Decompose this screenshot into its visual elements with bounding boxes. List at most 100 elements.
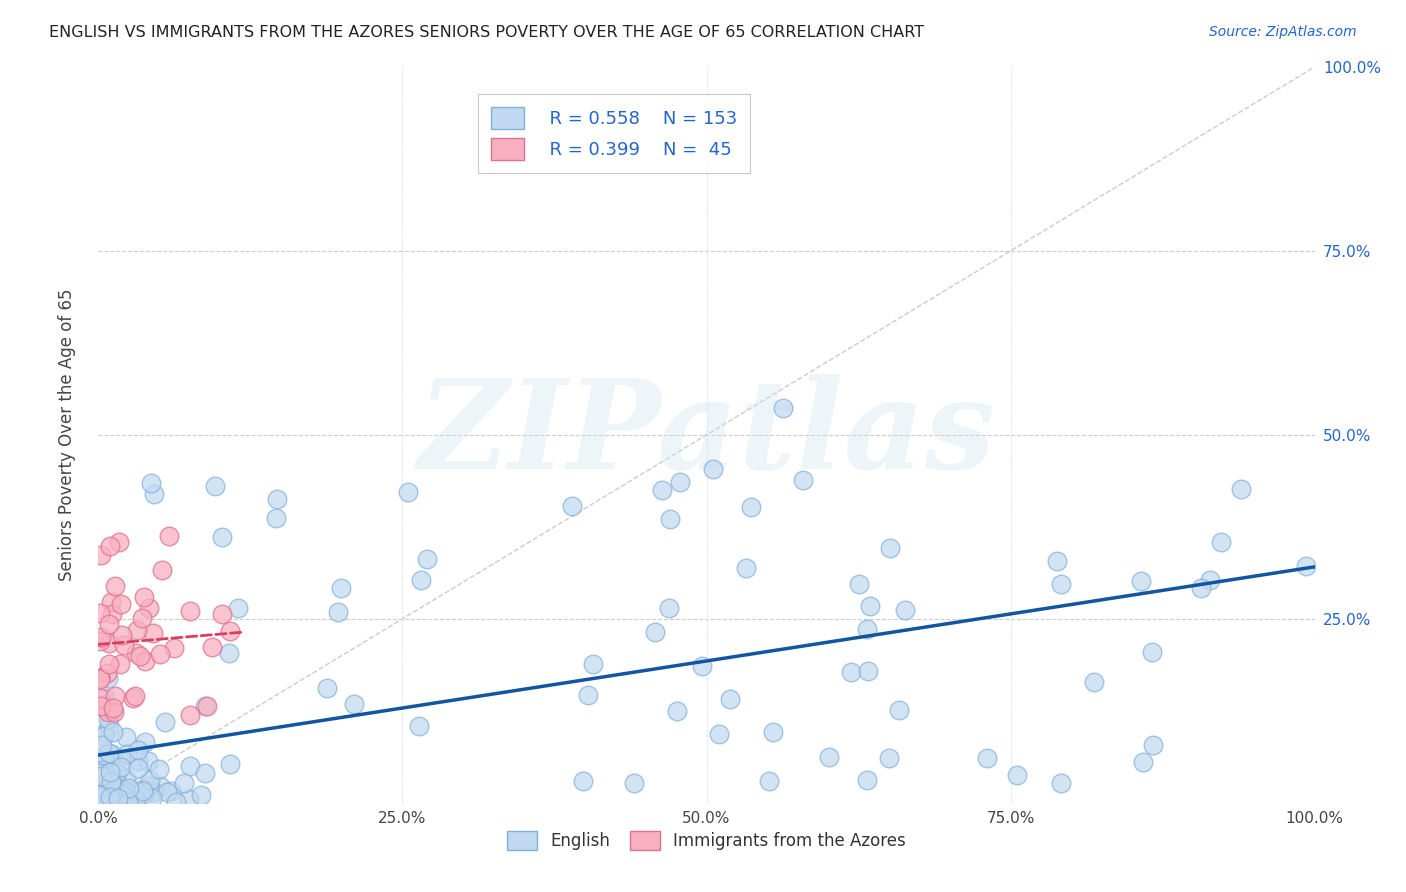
- Point: [97, 717, 120, 731]
- Point: [112, 638, 135, 652]
- Point: [100, 774, 122, 789]
- Point: [153, 714, 176, 729]
- Point: [148, 763, 170, 777]
- Point: [893, 603, 915, 617]
- Point: [1050, 776, 1073, 790]
- Point: [89, 672, 111, 686]
- Point: [772, 401, 794, 415]
- Point: [122, 795, 145, 809]
- Point: [134, 654, 156, 668]
- Point: [98, 774, 121, 789]
- Point: [887, 703, 910, 717]
- Point: [89, 784, 111, 798]
- Point: [177, 792, 200, 806]
- Point: [132, 591, 155, 605]
- Point: [623, 776, 645, 790]
- Point: [157, 529, 180, 543]
- Point: [211, 607, 233, 621]
- Point: [194, 699, 217, 714]
- Point: [408, 719, 430, 733]
- Point: [90, 738, 112, 752]
- Point: [204, 479, 226, 493]
- Point: [93, 729, 115, 743]
- Point: [101, 795, 124, 809]
- Point: [110, 657, 132, 672]
- Point: [98, 636, 121, 650]
- Point: [735, 561, 758, 575]
- Point: [1083, 674, 1105, 689]
- Point: [98, 539, 121, 553]
- Point: [817, 750, 839, 764]
- Point: [96, 712, 118, 726]
- Point: [93, 725, 115, 739]
- Point: [89, 766, 111, 780]
- Point: [879, 751, 901, 765]
- Point: [90, 548, 112, 562]
- Point: [702, 461, 724, 475]
- Point: [108, 534, 131, 549]
- Point: [97, 617, 120, 632]
- Point: [127, 623, 149, 637]
- Point: [98, 765, 121, 780]
- Point: [89, 772, 111, 787]
- Point: [576, 688, 599, 702]
- Point: [91, 763, 114, 777]
- Point: [194, 766, 217, 780]
- Point: [139, 476, 162, 491]
- Point: [100, 790, 122, 805]
- Point: [101, 700, 124, 714]
- Point: [125, 792, 148, 806]
- Point: [93, 690, 115, 705]
- Point: [115, 795, 138, 809]
- Point: [90, 788, 112, 802]
- Point: [115, 786, 138, 800]
- Point: [762, 725, 785, 739]
- Point: [651, 483, 673, 498]
- Point: [89, 671, 111, 685]
- Point: [91, 780, 114, 794]
- Point: [93, 776, 115, 790]
- Point: [104, 788, 127, 802]
- Y-axis label: Seniors Poverty Over the Age of 65: Seniors Poverty Over the Age of 65: [58, 289, 76, 581]
- Point: [132, 787, 155, 801]
- Point: [409, 573, 432, 587]
- Point: [89, 691, 111, 706]
- Point: [396, 484, 419, 499]
- Text: Source: ZipAtlas.com: Source: ZipAtlas.com: [1209, 25, 1357, 39]
- Point: [89, 792, 111, 806]
- Point: [179, 707, 201, 722]
- Point: [127, 754, 149, 768]
- Point: [90, 789, 112, 804]
- Point: [142, 626, 165, 640]
- Point: [94, 747, 117, 762]
- Point: [758, 773, 780, 788]
- Point: [582, 657, 605, 671]
- Point: [98, 780, 121, 795]
- Point: [105, 774, 128, 789]
- Point: [110, 755, 132, 769]
- Point: [218, 624, 240, 638]
- Point: [101, 607, 124, 622]
- Point: [139, 773, 162, 788]
- Point: [330, 582, 353, 596]
- Point: [138, 601, 160, 615]
- Point: [89, 606, 111, 620]
- Point: [659, 512, 682, 526]
- Point: [707, 727, 730, 741]
- Point: [740, 500, 762, 514]
- Point: [266, 491, 288, 506]
- Text: ZIPatlas: ZIPatlas: [418, 374, 995, 496]
- Point: [107, 791, 129, 805]
- Point: [148, 780, 170, 794]
- Point: [101, 776, 124, 790]
- Point: [124, 689, 146, 703]
- Point: [125, 793, 148, 807]
- Point: [120, 784, 142, 798]
- Point: [839, 665, 862, 679]
- Point: [98, 746, 121, 760]
- Point: [108, 789, 131, 803]
- Point: [118, 781, 141, 796]
- Point: [141, 791, 163, 805]
- Point: [148, 647, 170, 661]
- Point: [571, 774, 593, 789]
